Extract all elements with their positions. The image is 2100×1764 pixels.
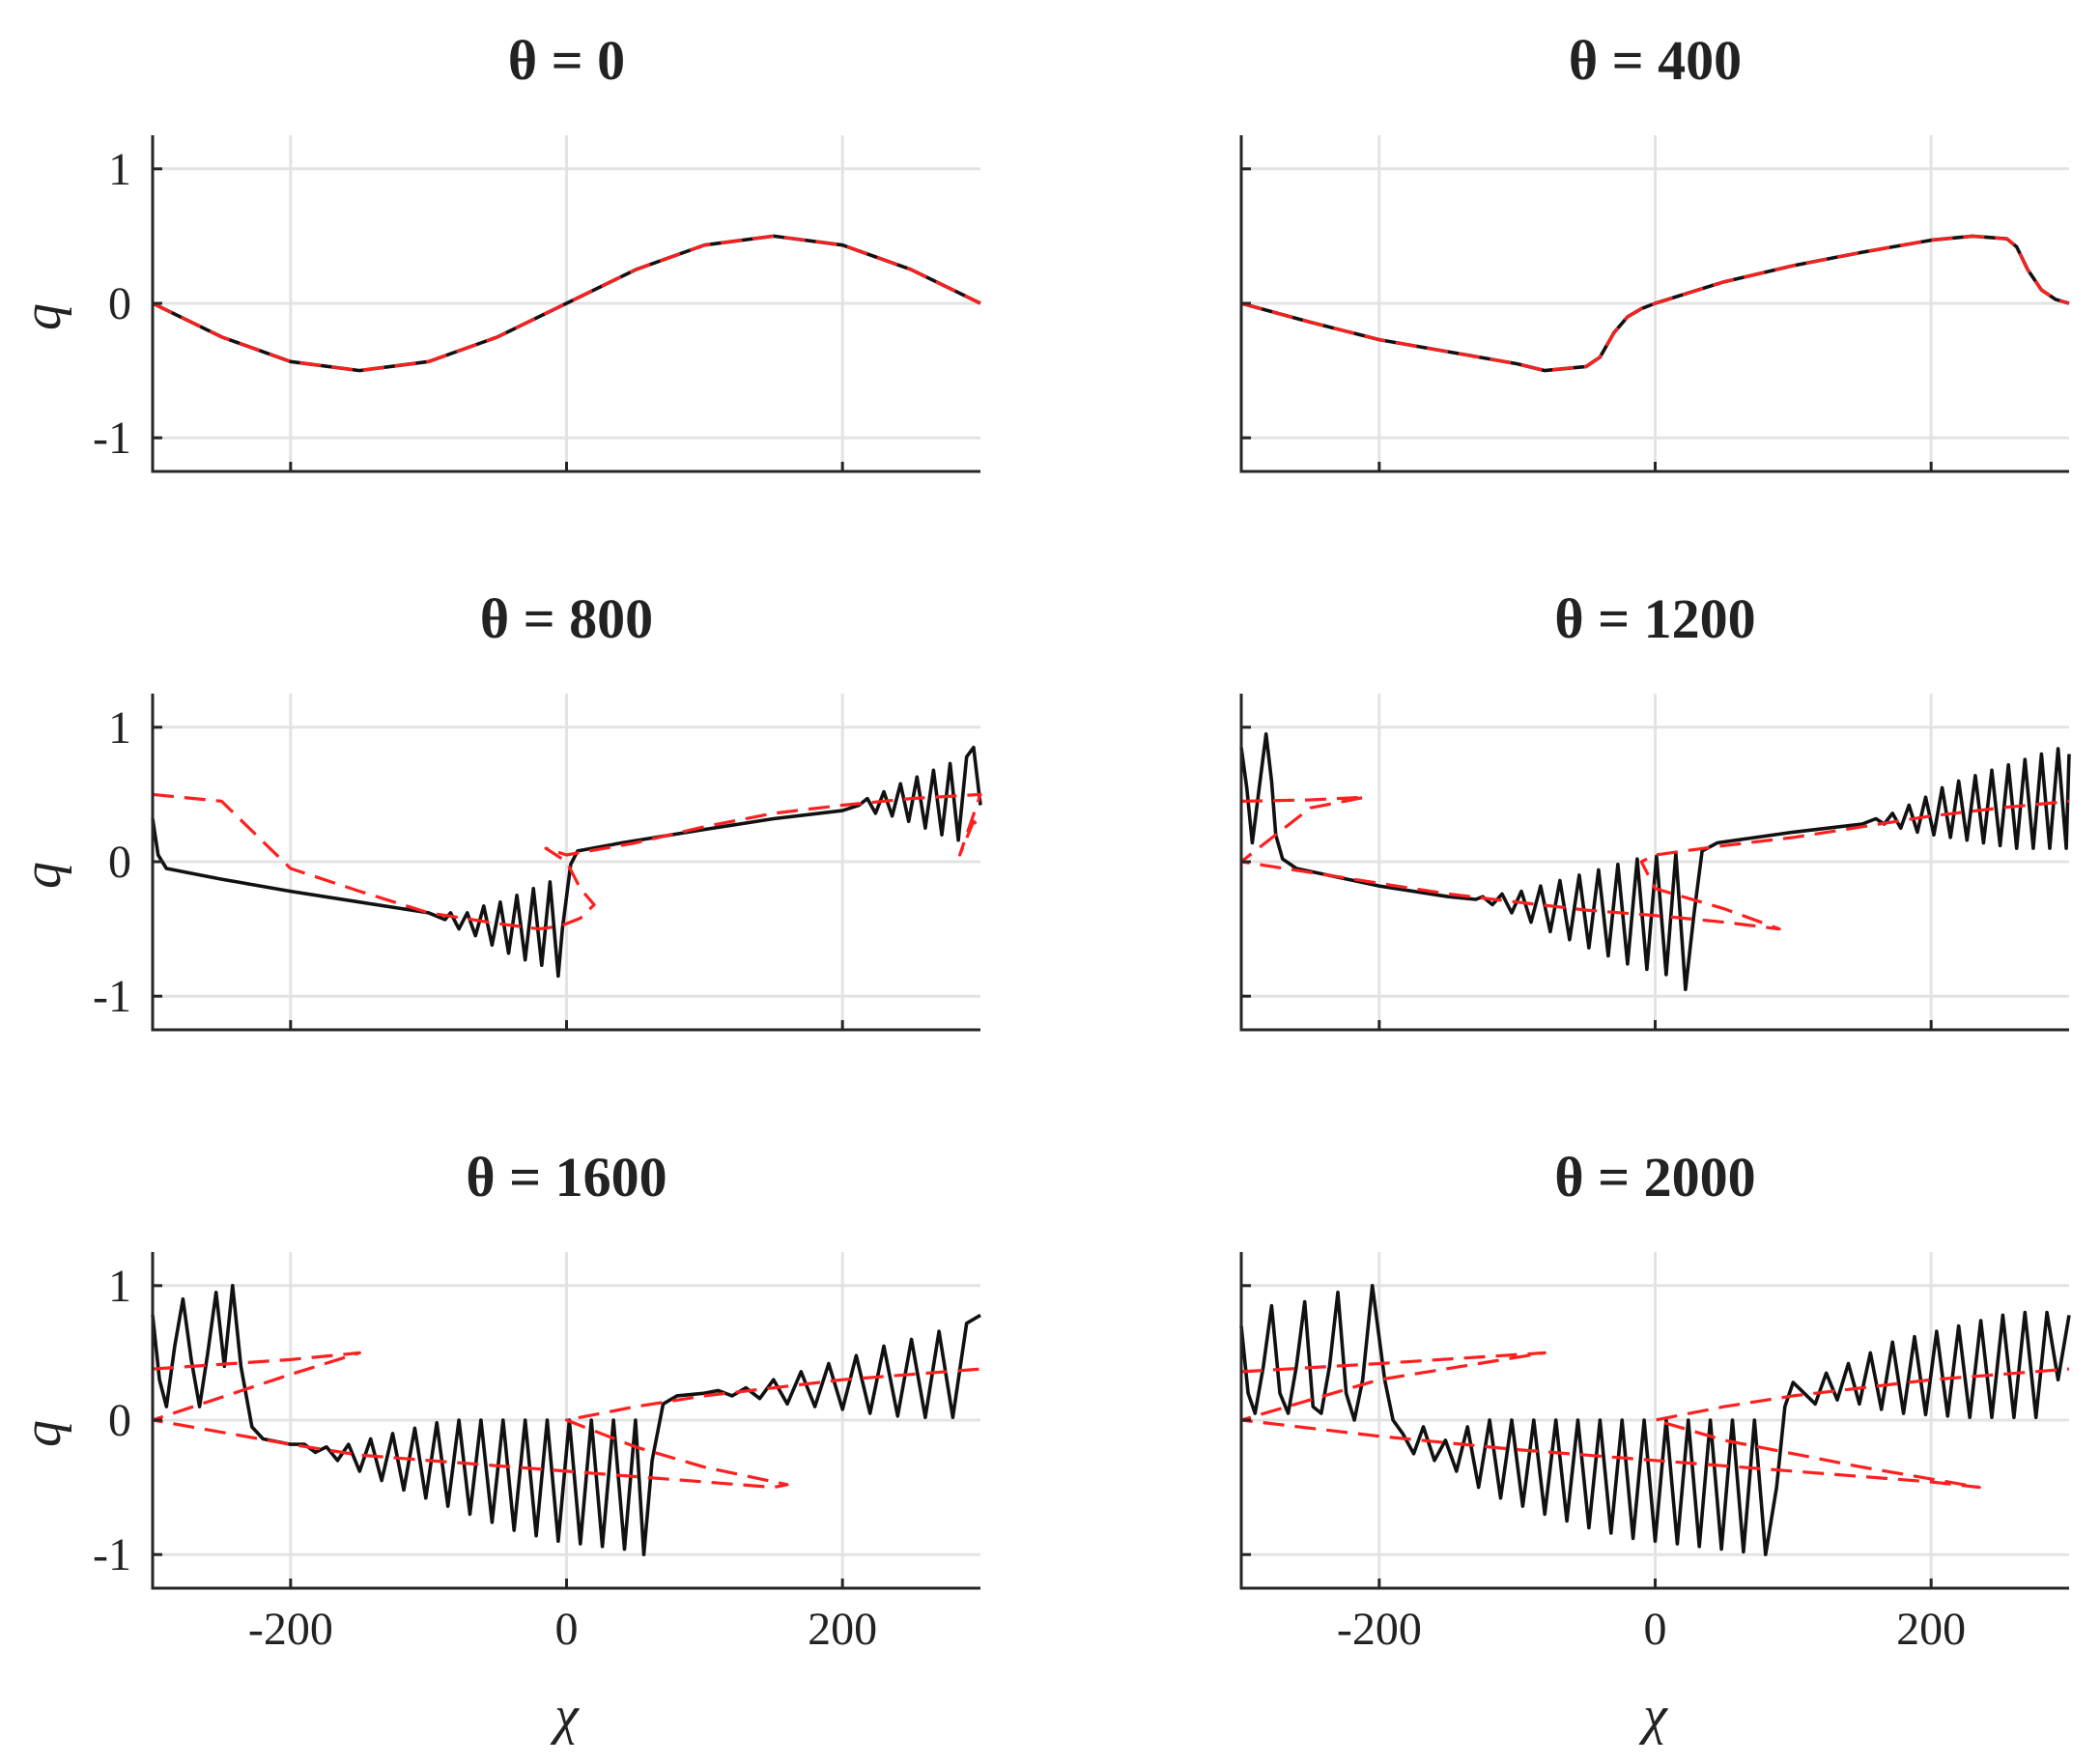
y-tick-label: -1 (93, 1529, 131, 1580)
series-line-dashed (1239, 1351, 2070, 1490)
chart-title: θ = 1200 (1554, 587, 1755, 650)
y-tick-label: -1 (93, 971, 131, 1022)
axis-frame (1239, 1252, 2069, 1590)
x-axis-label: χ (550, 1686, 580, 1746)
axis-frame (151, 1252, 980, 1590)
chart-panel-4: θ = 1200 (1239, 587, 2071, 1032)
series-line-solid (1239, 1284, 2071, 1556)
y-axis-label: q (13, 862, 72, 889)
y-tick-label: 0 (108, 278, 131, 329)
x-tick-label: -200 (248, 1604, 333, 1655)
series-line-solid (151, 745, 982, 979)
y-tick-label: 0 (108, 837, 131, 888)
y-tick-label: -1 (93, 413, 131, 464)
axis-frame (1239, 135, 2069, 473)
series-line-dashed (1239, 795, 2070, 931)
series-line-dashed (1240, 234, 2070, 373)
chart-title: θ = 0 (508, 29, 625, 92)
x-tick-label: -200 (1337, 1604, 1422, 1655)
x-tick-label: 0 (555, 1604, 579, 1655)
x-tick-label: 200 (808, 1604, 877, 1655)
chart-title: θ = 2000 (1554, 1146, 1755, 1209)
axis-frame (1239, 694, 2069, 1032)
y-tick-label: 1 (108, 1261, 131, 1312)
series-line-solid (1239, 732, 2071, 991)
x-axis-label: χ (1638, 1686, 1668, 1746)
y-axis-label: q (13, 1420, 72, 1447)
axis-frame (151, 694, 980, 1032)
chart-panel-5: -1 0 1 -200 0 200 θ = 1600 q χ (13, 1146, 981, 1746)
x-tick-label: 200 (1896, 1604, 1966, 1655)
chart-panel-6: -200 0 200 θ = 2000 χ (1239, 1146, 2071, 1746)
y-tick-label: 1 (108, 702, 131, 754)
chart-panel-3: -1 0 1 θ = 800 q (13, 587, 982, 1032)
chart-panel-1: -1 0 1 θ = 0 q (13, 29, 981, 473)
chart-title: θ = 800 (480, 587, 653, 650)
y-axis-label: q (13, 303, 72, 330)
chart-panel-2: θ = 400 (1239, 29, 2070, 473)
y-tick-label: 0 (108, 1395, 131, 1446)
series-line-solid (152, 234, 981, 373)
x-tick-label: 0 (1644, 1604, 1667, 1655)
y-tick-label: 1 (108, 144, 131, 195)
axis-frame (151, 135, 980, 473)
chart-title: θ = 1600 (466, 1146, 667, 1209)
chart-title: θ = 400 (1569, 29, 1742, 92)
series-line-solid (151, 1284, 981, 1556)
